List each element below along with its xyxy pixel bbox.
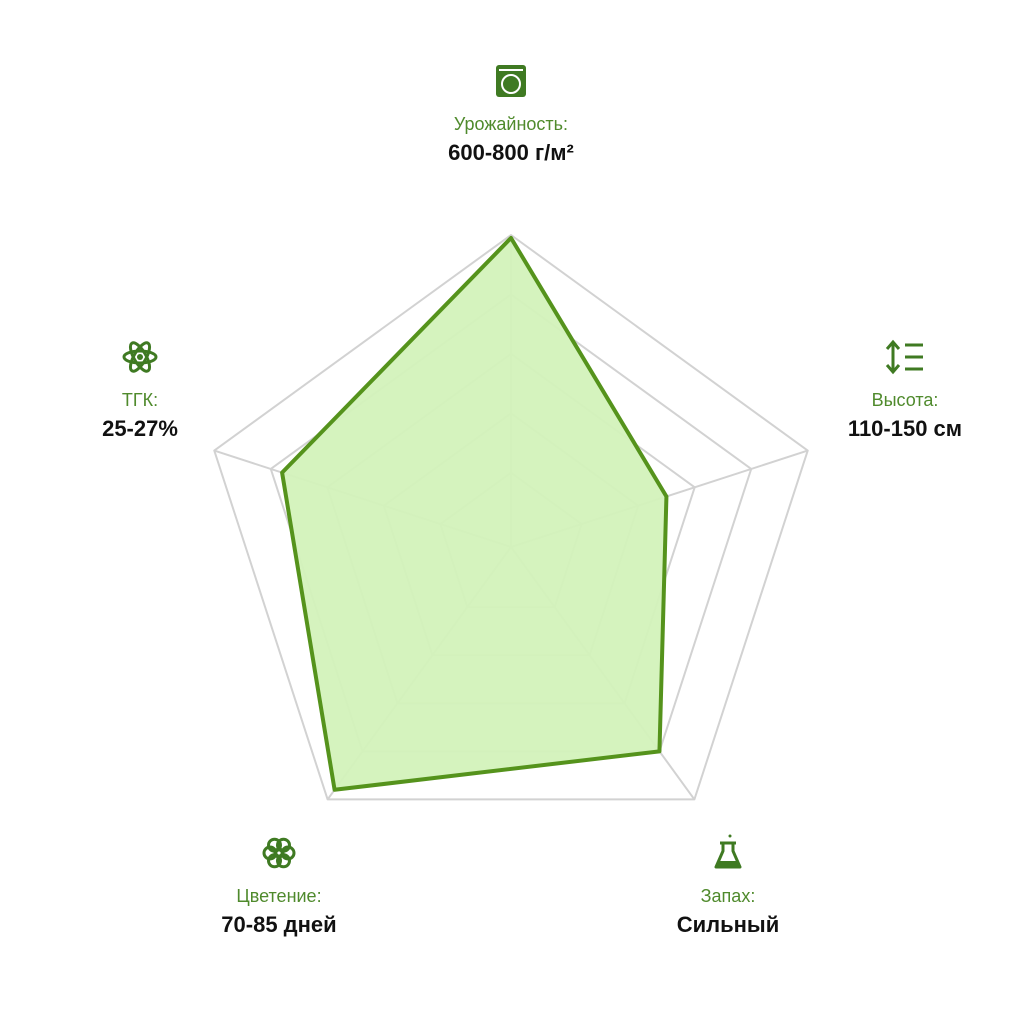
data-area [280, 235, 669, 792]
axis-label: Цветение: [236, 886, 321, 906]
axis-label: ТГК: [122, 390, 158, 410]
axis-label: Урожайность: [454, 114, 568, 134]
icon-part [128, 341, 152, 373]
icon-part [122, 349, 158, 365]
axis-icon [496, 65, 526, 97]
axis-value: 25-27% [102, 416, 178, 441]
axis-icon [262, 837, 296, 869]
axis-icon [714, 834, 742, 869]
grid-ring [213, 234, 809, 801]
axis-label: Запах: [701, 886, 756, 906]
icon-part [905, 343, 923, 371]
icon-part [501, 74, 521, 94]
axis-value: 110-150 см [848, 416, 962, 441]
axis-icon [122, 341, 158, 373]
axis-value: 70-85 дней [221, 912, 336, 937]
axis-value: 600-800 г/м² [448, 140, 574, 165]
icon-part [728, 834, 732, 838]
axis-icon [885, 339, 923, 375]
icon-part [128, 341, 152, 373]
icon-part [273, 847, 285, 859]
icon-part [137, 354, 143, 360]
icon-part [714, 841, 742, 869]
axis-value: Сильный [677, 912, 780, 937]
icon-part [717, 861, 739, 866]
axis-label: Высота: [872, 390, 939, 410]
icon-part [885, 339, 901, 375]
